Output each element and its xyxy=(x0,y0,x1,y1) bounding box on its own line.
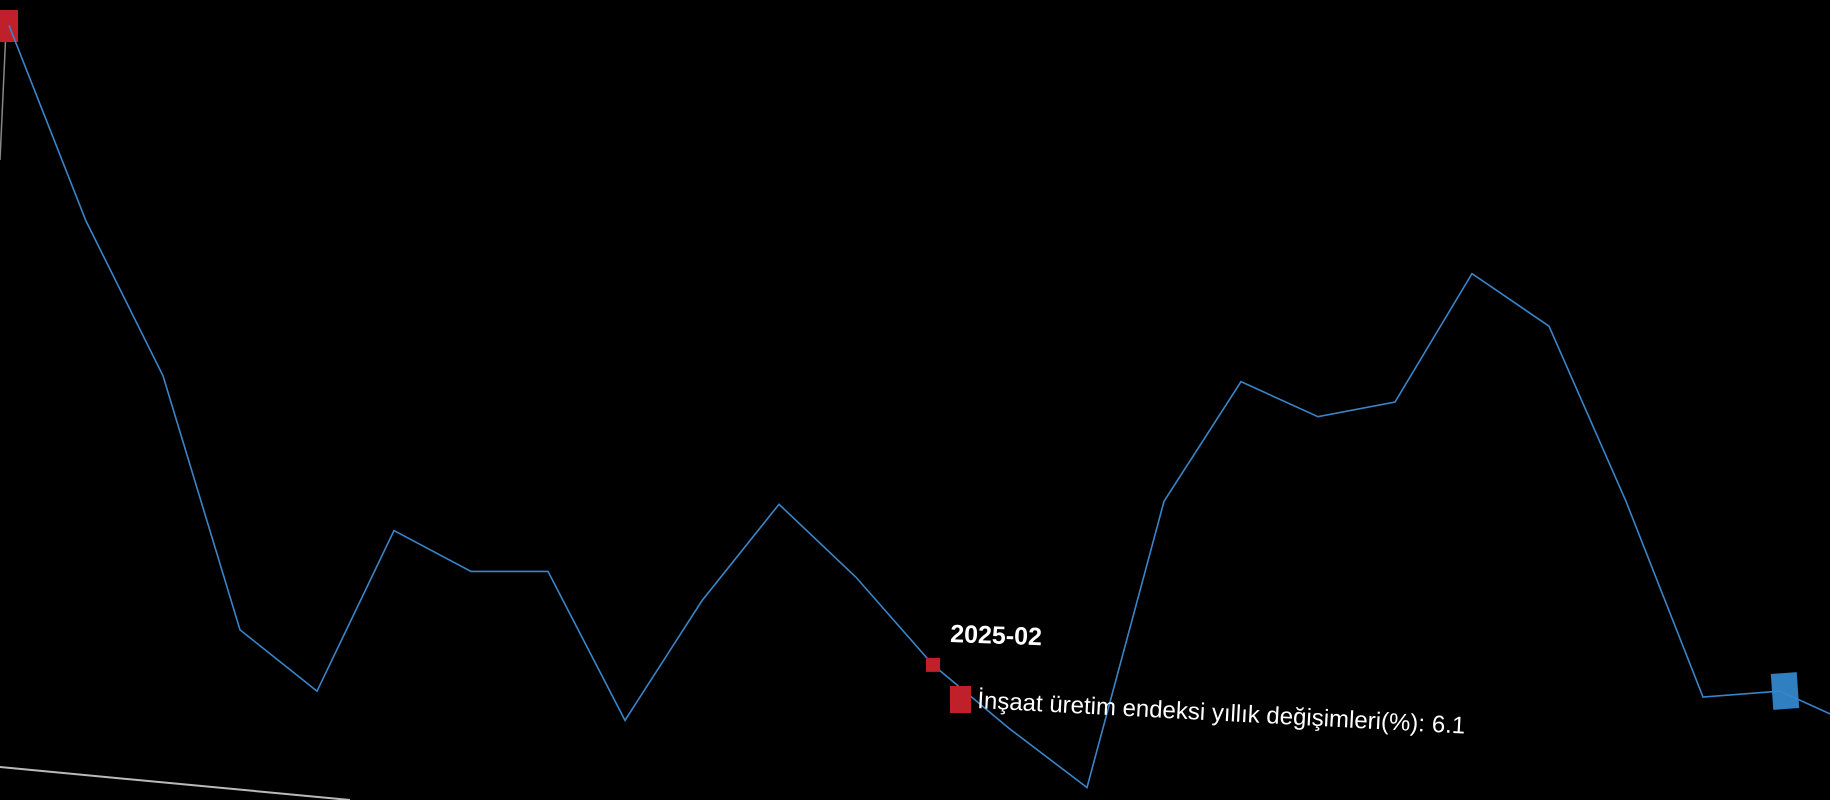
axis-edge xyxy=(0,29,7,161)
tooltip-separator: : xyxy=(1418,710,1426,737)
tooltip-value: 6.1 xyxy=(1431,711,1466,740)
tooltip-title: 2025-02 xyxy=(950,620,1043,651)
tooltip-swatch xyxy=(950,686,971,713)
range-handle[interactable] xyxy=(1770,672,1800,710)
plot-area xyxy=(8,25,1830,789)
axis-edge xyxy=(0,766,351,800)
hover-marker xyxy=(926,657,940,672)
